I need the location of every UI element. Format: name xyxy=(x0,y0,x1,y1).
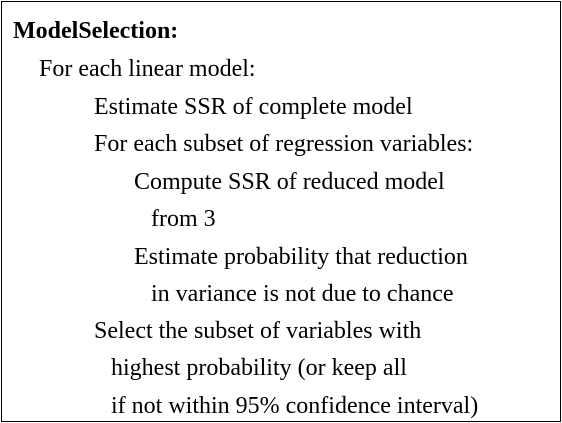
algorithm-line: Estimate SSR of complete model xyxy=(94,94,413,120)
algorithm-line: Estimate probability that reduction xyxy=(134,244,468,270)
algorithm-line: Compute SSR of reduced model xyxy=(134,169,445,195)
algorithm-line: in variance is not due to chance xyxy=(151,281,454,307)
algorithm-line: Select the subset of variables with xyxy=(94,318,422,344)
algorithm-line: if not within 95% confidence interval) xyxy=(111,393,479,419)
algorithm-title: ModelSelection: xyxy=(13,18,179,44)
algorithm-line: For each subset of regression variables: xyxy=(94,131,474,157)
algorithm-line: from 3 xyxy=(151,206,216,232)
algorithm-line: highest probability (or keep all xyxy=(111,355,407,381)
algorithm-line: For each linear model: xyxy=(39,56,256,82)
